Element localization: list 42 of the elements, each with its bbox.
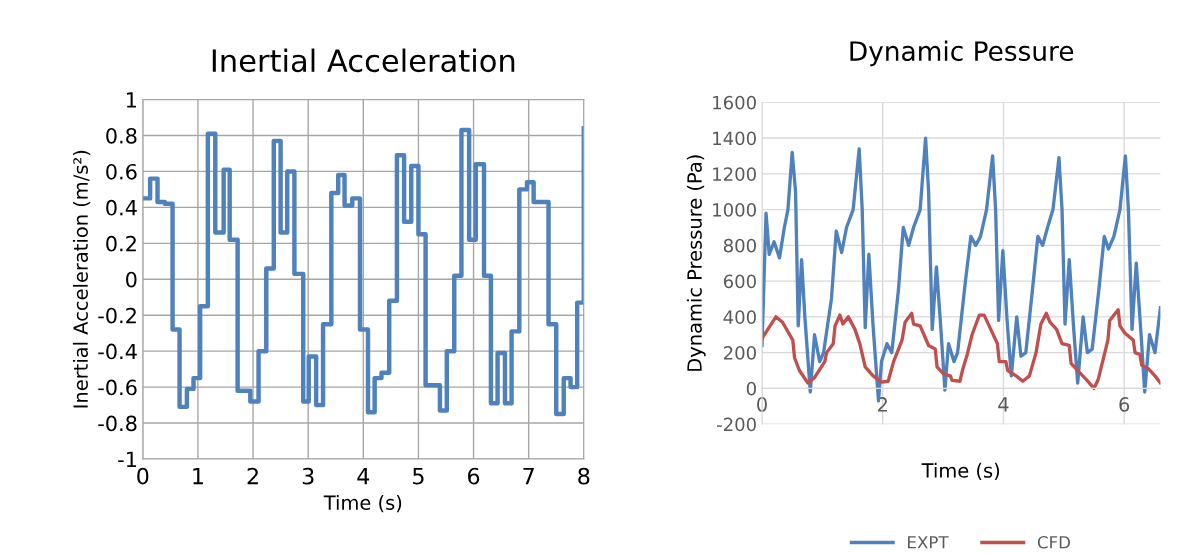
y-tick-label: -200 (717, 417, 756, 432)
y-tick-label: 1400 (713, 131, 756, 146)
y-tick-label: -0.2 (98, 307, 136, 324)
x-tick-label: 6 (1119, 397, 1130, 412)
y-tick-label: 200 (724, 346, 756, 360)
y-tick-label: -0.6 (98, 379, 137, 396)
y-tick-label: -0.8 (98, 415, 137, 432)
y-tick-label: 0 (746, 381, 756, 396)
y-tick-label: 1600 (713, 95, 756, 110)
legend-label: CFD (1037, 536, 1070, 549)
y-tick-label: -1 (118, 451, 137, 467)
legend-label: EXPT (908, 536, 949, 549)
x-tick-label: 5 (413, 468, 424, 485)
x-tick-label: 4 (998, 397, 1009, 412)
x-tick-label: 3 (302, 467, 314, 485)
y-tick-label: 0.2 (106, 235, 136, 252)
y-tick-label: 0.4 (106, 199, 137, 216)
y-tick-label: 0.6 (106, 163, 137, 180)
x-tick-label: 2 (247, 467, 258, 485)
y-tick-label: -0.4 (98, 343, 137, 360)
x-tick-label: 0 (137, 467, 149, 485)
y-tick-label: 0.8 (106, 127, 137, 144)
x-tick-label: 7 (523, 468, 534, 485)
y-tick-label: 800 (723, 238, 756, 253)
x-tick-label: 1 (193, 468, 203, 485)
x-tick-label: 0 (757, 397, 767, 412)
y-tick-label: 600 (723, 274, 756, 289)
y-tick-label: 1200 (713, 167, 756, 181)
x-tick-label: 4 (357, 468, 370, 485)
y-axis-title: Dynamic Pressure (Pa) (686, 155, 706, 371)
x-axis-title: Time (s) (323, 494, 402, 513)
y-tick-label: 1 (126, 92, 137, 108)
line-series (762, 308, 1161, 391)
y-tick-label: 0 (126, 271, 137, 288)
y-tick-label: 400 (723, 310, 756, 324)
x-tick-label: 8 (578, 467, 590, 485)
y-axis-title: Inertial Acceleration (m/s²) (72, 150, 91, 408)
chart-title: Dynamic Pessure (850, 40, 1074, 67)
y-tick-label: 1000 (713, 203, 756, 217)
x-axis-title: Time (s) (921, 462, 1000, 481)
x-tick-label: 6 (468, 467, 480, 485)
chart-title: Inertial Acceleration (212, 48, 515, 73)
